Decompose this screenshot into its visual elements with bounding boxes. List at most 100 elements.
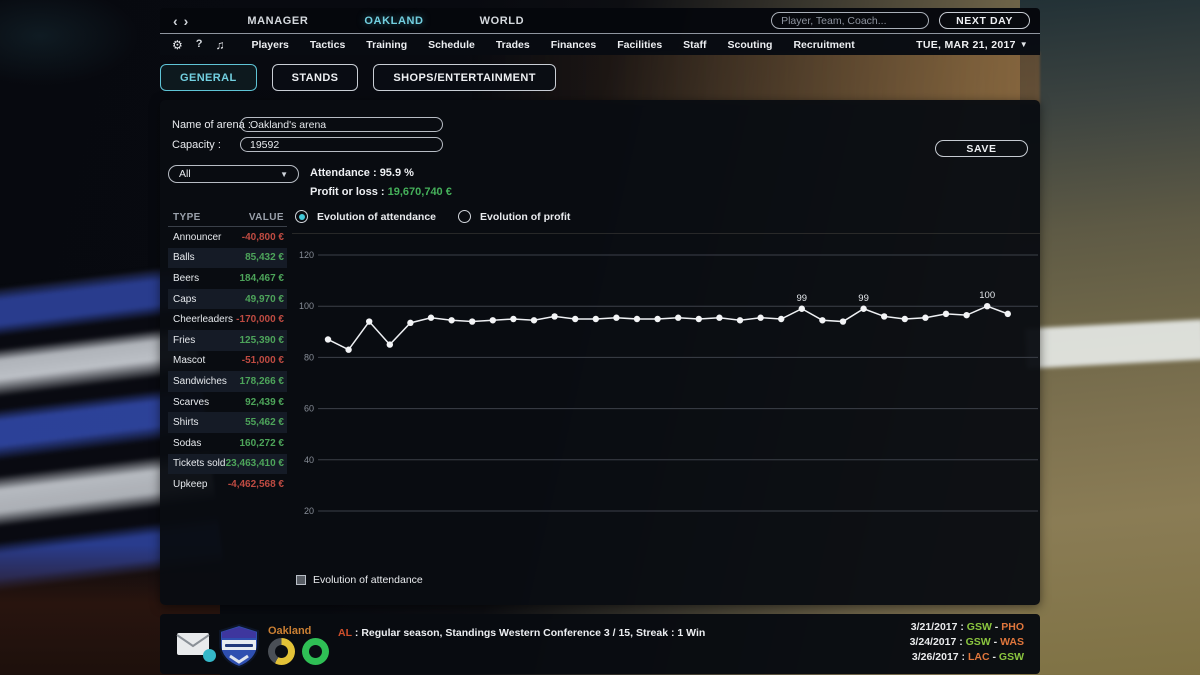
row-type: Scarves	[173, 396, 210, 408]
radio-attendance-label[interactable]: Evolution of attendance	[317, 210, 437, 223]
section-tabs: GENERAL STANDS SHOPS/ENTERTAINMENT	[160, 64, 556, 91]
data-point[interactable]	[448, 317, 455, 324]
search-input[interactable]	[781, 14, 920, 27]
row-type: Beers	[173, 272, 200, 284]
table-row[interactable]: Tickets sold 23,463,410 €	[168, 453, 287, 475]
data-point[interactable]	[901, 315, 908, 323]
data-point[interactable]	[551, 313, 558, 320]
mail-icon[interactable]	[176, 631, 210, 657]
top-bar: ‹ › MANAGER OAKLAND WORLD NEXT DAY	[160, 8, 1040, 33]
menu-item-recruitment[interactable]: Recruitment	[793, 38, 855, 51]
table-row[interactable]: Beers 184,467 €	[168, 268, 287, 289]
data-point[interactable]	[778, 315, 785, 323]
menu-item-trades[interactable]: Trades	[495, 38, 530, 51]
menu-item-tactics[interactable]: Tactics	[309, 38, 346, 51]
menu-item-staff[interactable]: Staff	[683, 38, 707, 51]
capacity-label: Capacity :	[172, 139, 221, 151]
profit-stat: Profit or loss : 19,670,740 €	[310, 186, 452, 198]
radio-profit[interactable]	[458, 210, 472, 223]
radio-attendance[interactable]	[295, 210, 308, 223]
radio-profit-label[interactable]: Evolution of profit	[480, 210, 571, 223]
row-type: Upkeep	[173, 478, 208, 490]
fixture-team: GSW	[965, 636, 991, 648]
league-badge: AL	[338, 627, 352, 639]
table-row[interactable]: Shirts 55,462 €	[168, 412, 287, 433]
data-point[interactable]	[510, 315, 517, 323]
nav-tab-manager[interactable]: MANAGER	[247, 14, 309, 27]
data-point[interactable]	[984, 303, 991, 310]
table-row[interactable]: Balls 85,432 €	[168, 247, 287, 269]
forward-arrow-icon[interactable]: ›	[183, 12, 189, 29]
menu-item-scouting[interactable]: Scouting	[727, 38, 773, 51]
date-selector[interactable]: TUE, MAR 21, 2017 ▼	[916, 39, 1028, 51]
data-point[interactable]	[963, 311, 970, 319]
table-row[interactable]: Scarves 92,439 €	[168, 392, 287, 413]
data-point[interactable]	[345, 346, 352, 353]
table-row[interactable]: Upkeep -4,462,568 €	[168, 474, 287, 495]
data-point[interactable]	[695, 315, 702, 323]
row-value: -40,800 €	[241, 231, 284, 243]
data-point[interactable]	[757, 314, 764, 321]
row-type: Mascot	[173, 355, 206, 367]
menu-item-schedule[interactable]: Schedule	[428, 38, 475, 51]
nav-tab-world[interactable]: WORLD	[479, 14, 525, 27]
data-point[interactable]	[881, 313, 888, 320]
table-row[interactable]: Caps 49,970 €	[168, 288, 287, 310]
data-point[interactable]	[592, 315, 599, 323]
data-point[interactable]	[654, 315, 661, 323]
data-point[interactable]	[922, 314, 929, 321]
data-point[interactable]	[613, 314, 620, 321]
data-point[interactable]	[819, 317, 826, 324]
table-row[interactable]: Mascot -51,000 €	[168, 351, 287, 372]
data-point[interactable]	[1004, 310, 1011, 318]
menu-item-training[interactable]: Training	[366, 38, 408, 51]
capacity-input[interactable]	[240, 137, 443, 152]
data-point[interactable]	[386, 341, 393, 348]
arena-name-input[interactable]	[240, 117, 443, 132]
gear-icon[interactable]: ⚙	[172, 37, 183, 52]
data-point[interactable]	[530, 317, 538, 324]
table-row[interactable]: Sandwiches 178,266 €	[168, 371, 287, 392]
table-row[interactable]: Sodas 160,272 €	[168, 433, 287, 454]
fixture-team: LAC	[967, 651, 990, 663]
row-value: 55,462 €	[245, 417, 284, 429]
team-logo[interactable]	[218, 624, 260, 668]
data-point[interactable]	[633, 315, 641, 323]
data-point[interactable]	[675, 314, 682, 321]
menu-item-players[interactable]: Players	[251, 38, 289, 51]
data-point[interactable]	[798, 305, 805, 312]
nav-tab-oakland[interactable]: OAKLAND	[364, 14, 424, 27]
legend-checkbox[interactable]	[296, 575, 306, 585]
attendance-donut[interactable]	[268, 638, 295, 665]
fixture-team: GSW	[966, 621, 992, 633]
tab-stands[interactable]: STANDS	[271, 64, 359, 91]
back-arrow-icon[interactable]: ‹	[173, 12, 178, 29]
table-row[interactable]: Cheerleaders -170,000 €	[168, 309, 287, 330]
table-row[interactable]: Announcer -40,800 €	[168, 227, 287, 248]
next-day-button[interactable]: NEXT DAY	[939, 12, 1030, 29]
data-point[interactable]	[736, 317, 744, 324]
row-type: Fries	[173, 334, 196, 346]
tab-shops-entertainment[interactable]: SHOPS/ENTERTAINMENT	[373, 64, 556, 91]
data-point[interactable]	[839, 318, 847, 325]
menu-item-finances[interactable]: Finances	[550, 38, 597, 51]
data-point[interactable]	[427, 314, 435, 321]
help-icon[interactable]: ?	[195, 38, 203, 50]
data-point[interactable]	[366, 318, 373, 325]
form-donut[interactable]	[302, 638, 329, 665]
row-value: 184,467 €	[239, 272, 285, 284]
data-point[interactable]	[324, 336, 332, 343]
music-icon[interactable]: ♫	[215, 37, 225, 52]
data-point[interactable]	[942, 310, 950, 318]
data-point[interactable]	[469, 318, 476, 325]
data-point[interactable]	[572, 315, 579, 323]
table-row[interactable]: Fries 125,390 €	[168, 329, 287, 351]
data-point[interactable]	[860, 305, 867, 312]
save-button[interactable]: SAVE	[935, 140, 1028, 157]
filter-select[interactable]: All ▼	[168, 165, 299, 183]
tab-general[interactable]: GENERAL	[160, 64, 257, 91]
data-point[interactable]	[489, 317, 496, 324]
menu-item-facilities[interactable]: Facilities	[617, 38, 663, 51]
data-point[interactable]	[407, 319, 414, 327]
data-point[interactable]	[716, 314, 723, 321]
